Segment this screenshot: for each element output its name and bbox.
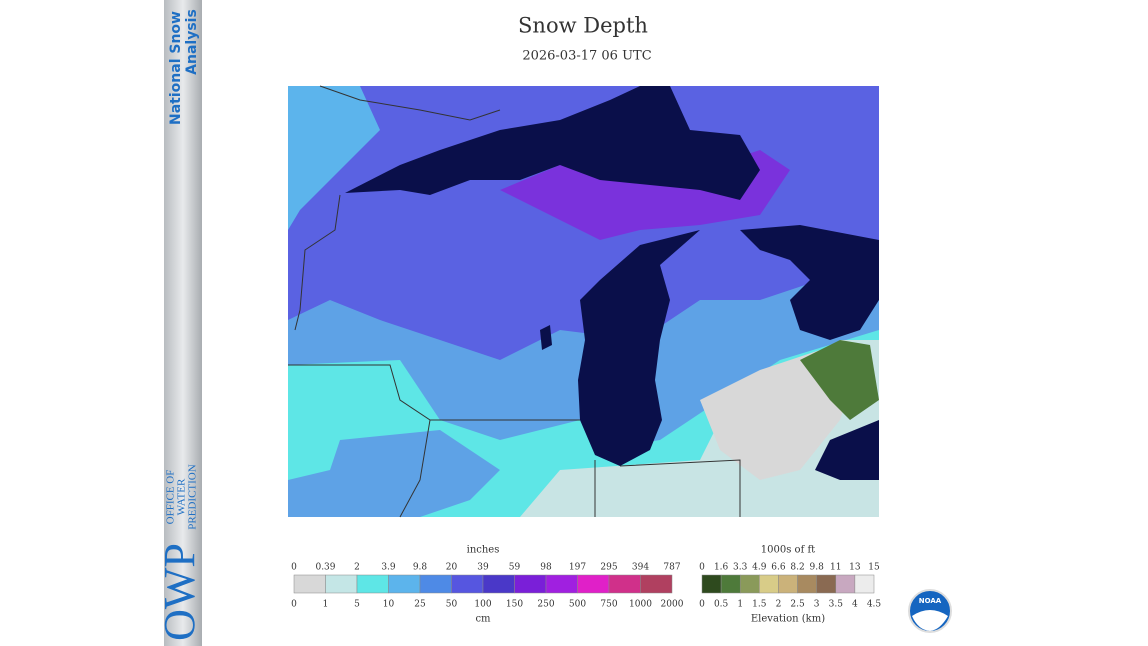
legend-swatch: [577, 574, 610, 594]
legend-label: 10: [383, 600, 395, 610]
legend-label: 787: [663, 563, 680, 573]
legend-label: 0: [699, 600, 705, 610]
legend-label: 0.5: [714, 600, 729, 610]
legend-label: 3.5: [829, 600, 844, 610]
state-boundary: [294, 194, 341, 331]
sidebar: [164, 0, 202, 646]
snow-region: [288, 86, 380, 230]
legend-label: 39: [477, 563, 489, 573]
elevation-region: [800, 340, 879, 420]
legend-label: 1000: [629, 600, 652, 610]
owp-text: WATER: [176, 478, 188, 515]
legend-label: 59: [509, 563, 521, 573]
legend-swatch: [701, 574, 722, 594]
state-boundary: [619, 459, 741, 517]
legend-swatch: [514, 574, 547, 594]
legend-label: 15: [868, 563, 880, 573]
legend-swatch: [759, 574, 779, 594]
legend-label: 20: [446, 563, 458, 573]
legend-swatch: [816, 574, 837, 594]
state-boundary: [288, 364, 431, 518]
legend-label: 4: [852, 600, 858, 610]
legend-label: 2: [776, 600, 782, 610]
snow-region: [288, 430, 500, 517]
legend-swatch: [451, 574, 484, 594]
legend-label: 98: [540, 563, 552, 573]
owp-text: PREDICTION: [187, 464, 199, 529]
sidebar-title: National Snow: [168, 11, 184, 125]
legend-label: 8.2: [790, 563, 804, 573]
legend-label: 0: [291, 563, 297, 573]
legend-unit: Elevation (km): [751, 614, 825, 625]
legend-label: 2000: [661, 600, 684, 610]
owp-text: OFFICE OF: [165, 470, 177, 525]
national-boundary: [319, 85, 501, 121]
lake-erie: [815, 420, 879, 480]
legend-swatch: [778, 574, 798, 594]
legend-label: 0.39: [315, 563, 335, 573]
title: Snow Depth: [518, 14, 648, 38]
legend-label: 295: [600, 563, 617, 573]
legend-label: 3: [814, 600, 820, 610]
legend-swatch: [854, 574, 875, 594]
legend-unit: 1000s of ft: [761, 545, 815, 556]
legend-label: 0: [291, 600, 297, 610]
legend-label: 6.6: [771, 563, 786, 573]
legend-swatch: [720, 574, 741, 594]
legend-swatch: [835, 574, 856, 594]
legend-label: 4.5: [867, 600, 882, 610]
legend-label: 197: [569, 563, 586, 573]
lake-superior: [345, 86, 760, 200]
legend-label: 1.6: [714, 563, 729, 573]
sidebar-title: Analysis: [184, 9, 200, 75]
owp-logo: OWP: [155, 543, 204, 641]
legend-label: 100: [474, 600, 491, 610]
legend-label: 1: [323, 600, 329, 610]
legend-unit: cm: [475, 614, 491, 625]
map: [288, 85, 879, 518]
lake-michigan: [578, 230, 700, 466]
legend-label: 1.5: [752, 600, 767, 610]
legend-label: 3.9: [381, 563, 396, 573]
lake: [540, 325, 552, 350]
legend-label: 500: [569, 600, 586, 610]
legend-label: 9.8: [810, 563, 825, 573]
bare-ground: [520, 340, 879, 517]
subtitle: 2026-03-17 06 UTC: [522, 49, 651, 64]
legend-swatch: [797, 574, 817, 594]
legend-label: 5: [354, 600, 360, 610]
legend-label: 13: [849, 563, 861, 573]
legend-label: 250: [537, 600, 554, 610]
legend-label: 2: [354, 563, 360, 573]
legend-label: 394: [632, 563, 649, 573]
legend-swatch: [356, 574, 389, 594]
legend-swatch: [419, 574, 452, 594]
legend-label: 11: [830, 563, 841, 573]
legend-swatch: [482, 574, 515, 594]
legend-swatch: [388, 574, 421, 594]
legend-label: 9.8: [413, 563, 428, 573]
legend-swatch: [293, 574, 326, 594]
legend-label: 2.5: [790, 600, 805, 610]
lake-huron: [740, 225, 879, 340]
legend-swatch: [608, 574, 641, 594]
legend-label: 50: [446, 600, 458, 610]
legend-swatch: [545, 574, 578, 594]
noaa-logo-wave: [912, 610, 948, 631]
legend-swatch: [640, 574, 673, 594]
legend-swatch: [325, 574, 358, 594]
noaa-logo-text: NOAA: [919, 597, 942, 605]
legend-label: 3.3: [733, 563, 748, 573]
legend-label: 25: [414, 600, 426, 610]
legend-label: 1: [737, 600, 743, 610]
legend-label: 0: [699, 563, 705, 573]
legend-label: 4.9: [752, 563, 767, 573]
legend-label: 150: [506, 600, 523, 610]
legend-unit: inches: [467, 545, 500, 556]
legend-swatch: [739, 574, 760, 594]
legend-label: 750: [600, 600, 617, 610]
